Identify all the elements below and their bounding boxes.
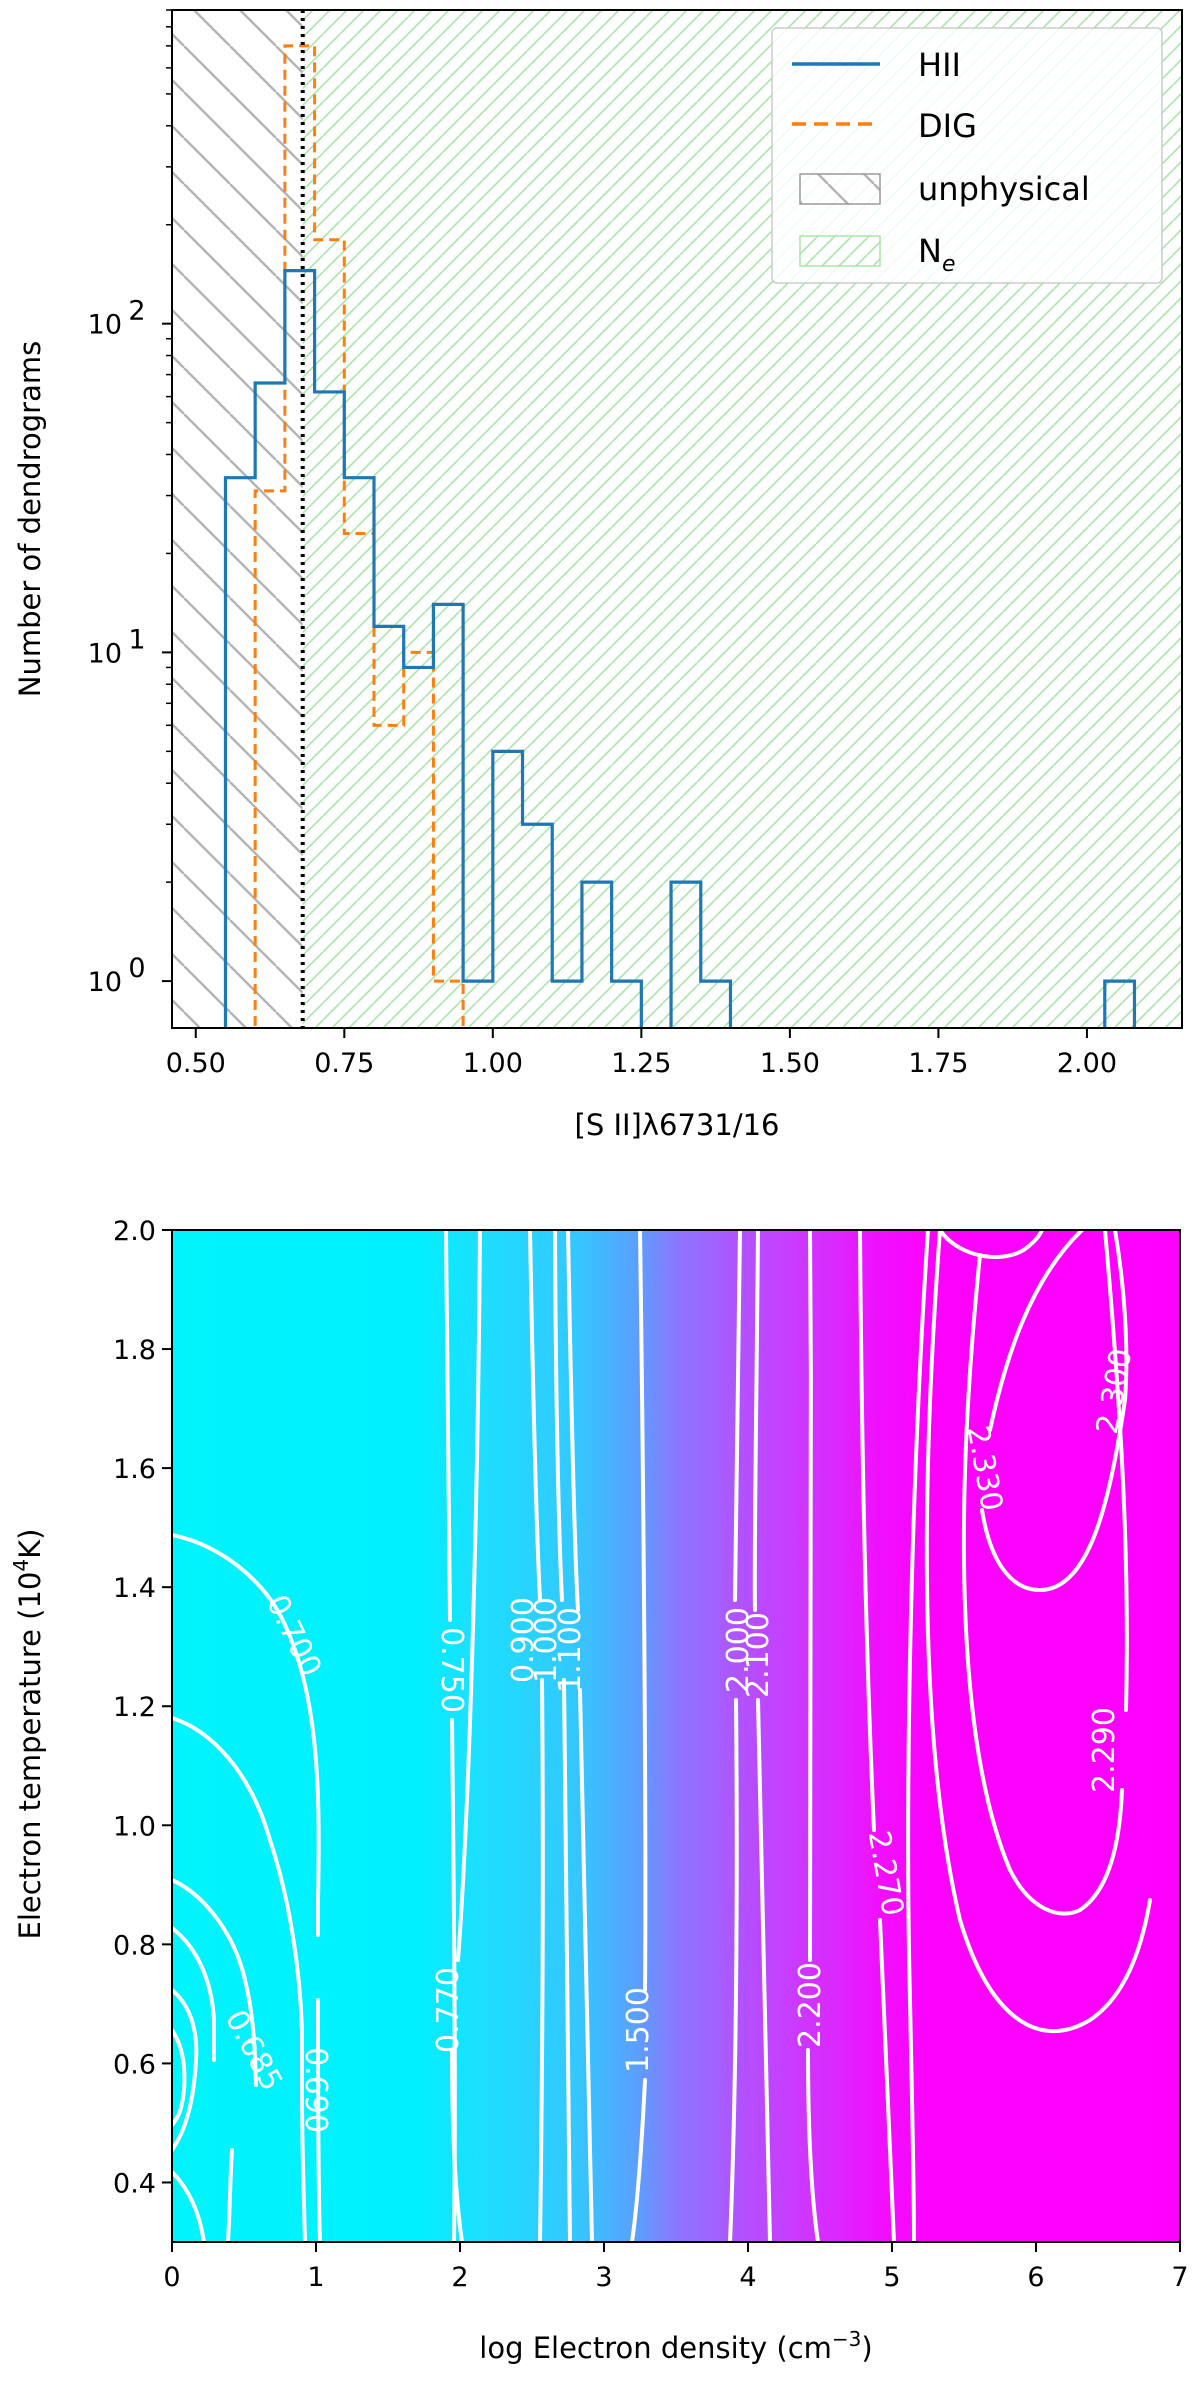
contour-y-axis-label-main: Electron temperature (10 <box>13 1572 47 1940</box>
contour-label-0-750: 0.750 <box>434 1627 469 1713</box>
contour-line-2-200 <box>806 1230 820 2242</box>
contour-label-1-100: 1.100 <box>553 1607 588 1693</box>
contour-y-tick-label: 1.6 <box>113 1454 156 1485</box>
contour-y-ticks: 0.4 0.6 0.8 1.0 1.2 1.4 1.6 1.8 2.0 <box>113 1216 172 2199</box>
contour-panel: 0.700 0.685 0.690 0.750 0.770 0.900 1.00… <box>9 1216 1189 2365</box>
histogram-y-tick-exponent: 1 <box>128 624 145 655</box>
contour-x-axis-label-suffix: ) <box>861 2331 872 2365</box>
histogram-y-tick-exponent: 0 <box>128 953 145 984</box>
histogram-frame <box>171 9 1183 1029</box>
histogram-x-ticks: 0.50 0.75 1.00 1.25 1.50 1.75 2.00 <box>166 1028 1117 1079</box>
histogram-x-tick-label: 1.25 <box>611 1048 671 1079</box>
contour-line-2-000 <box>728 1230 742 2242</box>
hii-step-line-segment-1 <box>1103 979 1137 1028</box>
contour-frame <box>171 1229 1181 2243</box>
unphysical-region <box>172 10 303 1028</box>
histogram-y-tick-label: 10 <box>88 967 122 998</box>
legend-ne-subscript: e <box>942 252 956 277</box>
legend-box <box>771 27 1163 284</box>
contour-colormap-fill <box>172 1230 1180 2242</box>
contour-y-tick-label: 0.6 <box>113 2049 156 2080</box>
contour-y-tick-label: 1.4 <box>113 1573 156 1604</box>
legend-hii-label: HII <box>918 46 961 84</box>
legend-ne-main: N <box>918 232 942 270</box>
contour-y-axis-label: Electron temperature (104K) <box>9 1529 47 1940</box>
legend-ne-label: Ne <box>918 232 955 277</box>
contour-line-inner-2 <box>172 1988 199 2152</box>
contour-x-axis-label: log Electron density (cm−3) <box>479 2327 872 2365</box>
contour-label-2-200: 2.200 <box>793 1962 828 2048</box>
contour-line-inner-1 <box>172 1926 216 2062</box>
dig-step-line <box>253 44 465 1028</box>
histogram-x-tick-label: 2.00 <box>1057 1048 1117 1079</box>
contour-line-inner-4 <box>172 2170 206 2242</box>
histogram-y-tick-exponent: 2 <box>128 296 145 327</box>
histogram-x-tick-label: 0.75 <box>314 1048 374 1079</box>
contour-label-1-500: 1.500 <box>621 1987 656 2073</box>
contour-label-0-770: 0.770 <box>431 1967 466 2053</box>
contour-line-0-900 <box>528 1230 545 2242</box>
hii-step-line <box>223 269 733 1028</box>
contour-x-tick-label: 6 <box>1027 2262 1044 2293</box>
contour-label-2-290: 2.290 <box>1087 1707 1122 1793</box>
legend-ne-swatch <box>799 235 881 267</box>
contour-x-ticks: 0 1 2 3 4 5 6 7 <box>163 2242 1189 2293</box>
contour-lines <box>172 1230 1152 2242</box>
contour-line-2-290 <box>924 1230 1152 2034</box>
contour-y-tick-label: 1.0 <box>113 1811 156 1842</box>
histogram-legend: HII DIG unphysical Ne <box>771 27 1163 284</box>
contour-line-0-700 <box>172 1533 322 2242</box>
contour-line-0-770 <box>450 1230 482 2242</box>
contour-label-2-100: 2.100 <box>741 1612 776 1698</box>
contour-line-2-100 <box>752 1230 772 2242</box>
histogram-x-axis-label: [S II]λ6731/16 <box>575 1108 780 1142</box>
contour-line-1-000 <box>553 1230 572 2242</box>
contour-x-tick-label: 7 <box>1171 2262 1188 2293</box>
contour-y-axis-label-exponent: 4 <box>9 1559 33 1572</box>
contour-y-tick-label: 0.4 <box>113 2168 156 2199</box>
histogram-x-tick-label: 1.50 <box>760 1048 820 1079</box>
contour-x-axis-label-main: log Electron density (cm <box>479 2331 832 2365</box>
contour-x-tick-label: 3 <box>595 2262 612 2293</box>
contour-y-axis-label-suffix: K) <box>13 1529 47 1559</box>
contour-x-tick-label: 4 <box>739 2262 756 2293</box>
histogram-y-tick-label: 10 <box>88 310 122 341</box>
histogram-x-tick-label: 1.00 <box>463 1048 523 1079</box>
contour-line-0-685 <box>172 1878 258 2242</box>
contour-line-1-500 <box>630 1230 648 2242</box>
histogram-y-tick-label: 10 <box>88 638 122 669</box>
contour-x-axis-label-exponent: −3 <box>832 2327 861 2351</box>
legend-unphysical-swatch <box>799 173 881 205</box>
legend-dig-label: DIG <box>918 107 977 145</box>
contour-line-u-outer <box>906 1230 930 2242</box>
legend-unphysical-label: unphysical <box>918 170 1090 208</box>
contour-line-2-270 <box>858 1230 896 2242</box>
contour-line-top-arc <box>938 1230 1044 1259</box>
contour-label-0-900: 0.900 <box>506 1597 541 1683</box>
contour-line-0-690 <box>172 1716 307 2242</box>
histogram-x-tick-label: 0.50 <box>166 1048 226 1079</box>
contour-y-tick-label: 0.8 <box>113 1930 156 1961</box>
contour-x-tick-label: 1 <box>307 2262 324 2293</box>
histogram-x-tick-label: 1.75 <box>908 1048 968 1079</box>
contour-x-tick-label: 0 <box>163 2262 180 2293</box>
contour-line-inner-3 <box>172 2028 187 2127</box>
contour-line-2-330 <box>980 1230 1129 1593</box>
histogram-y-axis-label: Number of dendrograms <box>13 341 47 697</box>
contour-y-tick-label: 1.2 <box>113 1692 156 1723</box>
contour-label-0-690: 0.690 <box>298 2047 333 2133</box>
contour-y-tick-label: 2.0 <box>113 1216 156 1247</box>
contour-label-2-000: 2.000 <box>721 1607 756 1693</box>
contour-line-2-300 <box>961 1230 1129 1916</box>
contour-line-1-100 <box>566 1230 594 2242</box>
contour-x-tick-label: 5 <box>883 2262 900 2293</box>
contour-label-1-000: 1.000 <box>529 1597 564 1683</box>
contour-x-tick-label: 2 <box>451 2262 468 2293</box>
contour-labels: 0.700 0.685 0.690 0.750 0.770 0.900 1.00… <box>218 1346 1140 2133</box>
contour-y-tick-label: 1.8 <box>113 1335 156 1366</box>
